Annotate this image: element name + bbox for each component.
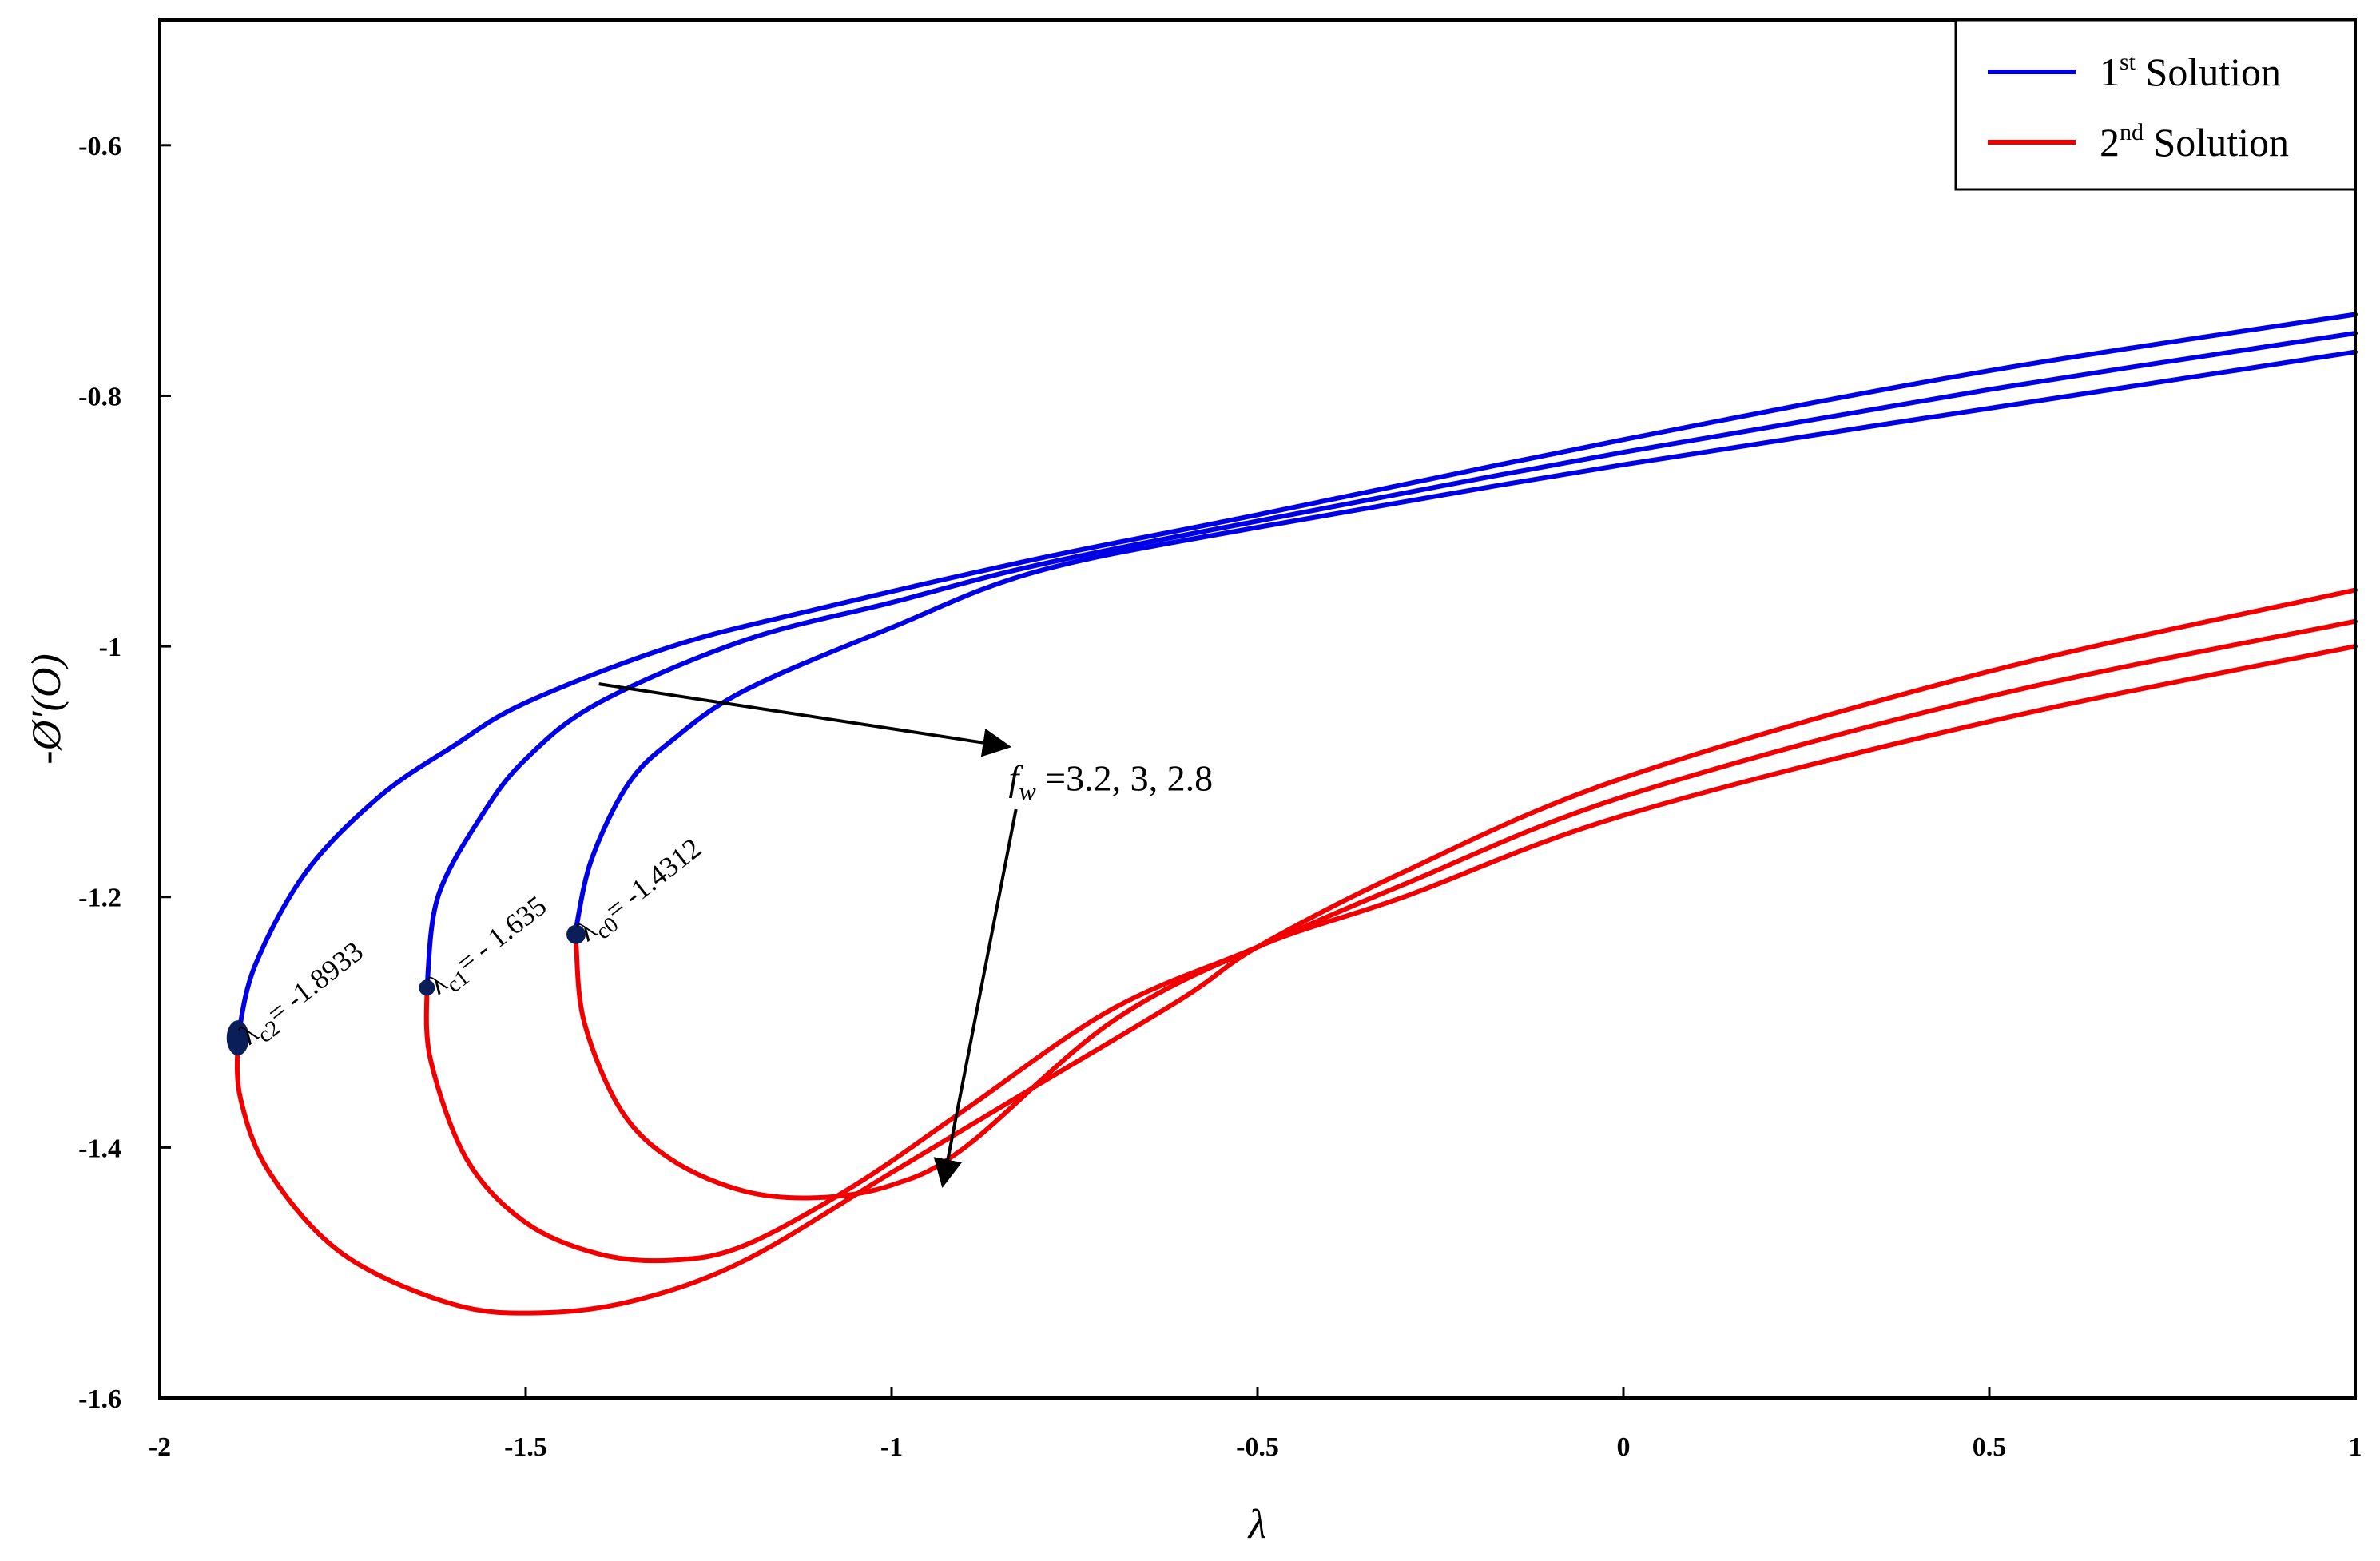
critical-label-c0: λc0= -1.4312 [571, 832, 711, 953]
y-tick-label: -0.8 [78, 382, 121, 411]
annotation-arrow-2 [933, 808, 1018, 1188]
critical-value: = -1.8933 [261, 935, 369, 1030]
first-solution-curve-1 [235, 312, 2358, 1041]
annotation-arrow-1 [598, 682, 1012, 757]
y-tick-label: -1 [99, 633, 121, 662]
critical-value: = - 1.635 [450, 889, 552, 979]
x-tick-label: 0 [1617, 1432, 1631, 1462]
y-tick-label: -0.6 [78, 132, 121, 161]
critical-point-c0 [566, 924, 586, 944]
x-axis-ticks: -2 -1.5 -1 -0.5 0 0.5 1 [149, 1387, 2362, 1462]
first-solution-curve-3 [574, 349, 2358, 931]
legend-label-1: 1st Solution [2100, 49, 2281, 94]
critical-value: = -1.4312 [599, 832, 707, 926]
second-solution-curve-1 [234, 587, 2358, 1316]
y-axis-title: -Ø′(O) [24, 653, 70, 764]
y-tick-label: -1.2 [78, 884, 121, 913]
x-tick-label: -1.5 [504, 1432, 547, 1462]
y-axis-ticks: -0.6 -0.8 -1 -1.2 -1.4 -1.6 [78, 132, 171, 1414]
fw-sub: w [1019, 777, 1036, 805]
y-tick-label: -1.6 [78, 1384, 121, 1414]
fw-values: =3.2, 3, 2.8 [1036, 757, 1213, 798]
x-tick-label: -1 [880, 1432, 903, 1462]
second-solution-curve-3 [574, 644, 2358, 1201]
critical-point-c1 [419, 979, 435, 996]
critical-points [226, 924, 586, 1056]
fw-annotation: fw =3.2, 3, 2.8 [1009, 757, 1214, 805]
x-tick-label: 0.5 [1973, 1432, 2007, 1462]
x-tick-label: -2 [149, 1432, 171, 1462]
y-tick-label: -1.4 [78, 1134, 121, 1163]
critical-label-c2: λc2= -1.8933 [233, 935, 373, 1057]
x-tick-label: 1 [2349, 1432, 2362, 1462]
first-solution-curve-2 [424, 331, 2358, 991]
annotation-arrows [598, 682, 1018, 1188]
critical-point-labels: λc2= -1.8933 λc1= - 1.635 λc0= -1.4312 [233, 832, 711, 1057]
x-axis-title: λ [1247, 1502, 1267, 1547]
second-solution-curve-2 [423, 618, 2358, 1264]
x-tick-label: -0.5 [1236, 1432, 1279, 1462]
critical-label-c1: λc1= - 1.635 [423, 889, 557, 1006]
legend-label-2: 2nd Solution [2100, 119, 2289, 165]
legend: 1st Solution 2nd Solution [1954, 18, 2357, 191]
critical-point-c2 [226, 1020, 249, 1056]
legend-box [1954, 18, 2357, 191]
curves [234, 312, 2358, 1316]
